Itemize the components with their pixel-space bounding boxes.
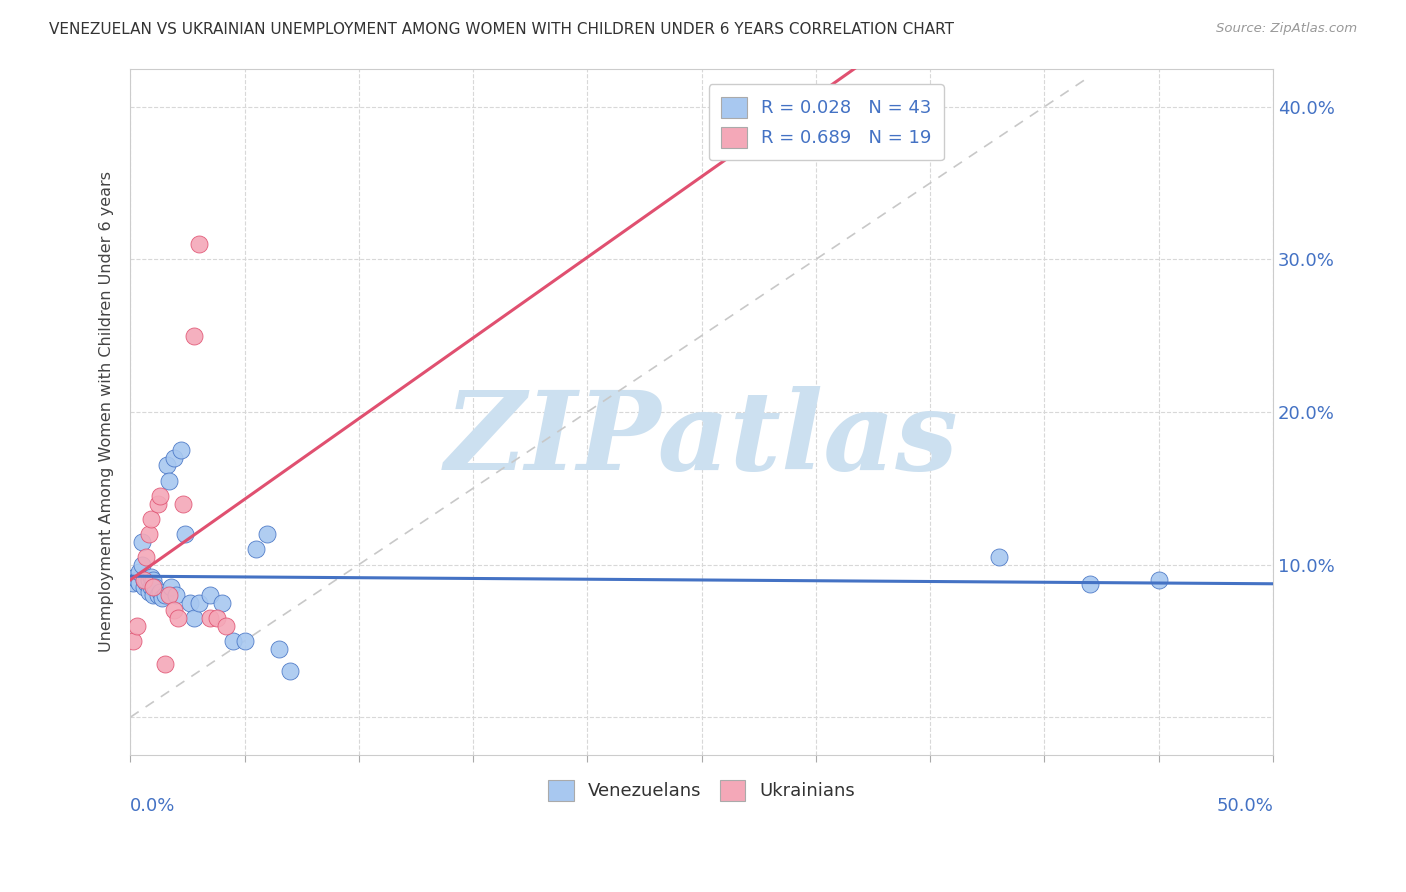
Point (165, 588, 187, 602)
Point (267, 641, 290, 656)
Point (256, 527, 278, 541)
Point (127, 618, 149, 632)
Point (132, 581, 155, 595)
Point (149, 585, 172, 599)
Point (200, 611, 222, 625)
Point (146, 588, 169, 602)
Point (200, 588, 222, 602)
Point (163, 603, 186, 617)
Point (135, 575, 157, 590)
Point (135, 549, 157, 564)
Point (131, 558, 153, 572)
Point (179, 596, 201, 610)
Text: 0.0%: 0.0% (131, 797, 176, 814)
Text: Source: ZipAtlas.com: Source: ZipAtlas.com (1216, 22, 1357, 36)
Point (211, 596, 233, 610)
Point (163, 450, 186, 465)
Text: ZIPatlas: ZIPatlas (444, 385, 959, 493)
Point (157, 588, 180, 602)
Point (156, 458, 179, 473)
Y-axis label: Unemployment Among Women with Children Under 6 years: Unemployment Among Women with Children U… (100, 171, 114, 652)
Point (121, 633, 143, 648)
Point (222, 633, 245, 648)
Point (124, 570, 146, 584)
Point (153, 588, 176, 602)
Point (987, 549, 1010, 564)
Point (139, 581, 162, 595)
Point (183, 611, 205, 625)
Point (142, 581, 165, 595)
Point (205, 611, 228, 625)
Point (167, 611, 190, 625)
Point (132, 573, 155, 587)
Point (174, 527, 197, 541)
Point (132, 573, 155, 587)
Point (169, 443, 191, 458)
Point (142, 588, 165, 602)
Point (150, 591, 173, 606)
Point (138, 573, 160, 587)
Point (131, 534, 153, 549)
Point (160, 581, 183, 595)
Point (146, 496, 169, 510)
Point (172, 496, 194, 510)
Point (153, 657, 176, 671)
Point (215, 618, 238, 632)
Point (139, 512, 162, 526)
Point (127, 573, 149, 587)
Legend: Venezuelans, Ukrainians: Venezuelans, Ukrainians (541, 772, 862, 808)
Point (138, 527, 160, 541)
Point (138, 585, 160, 599)
Point (187, 237, 209, 252)
Point (1147, 573, 1170, 587)
Text: VENEZUELAN VS UKRAINIAN UNEMPLOYMENT AMONG WOMEN WITH CHILDREN UNDER 6 YEARS COR: VENEZUELAN VS UKRAINIAN UNEMPLOYMENT AMO… (49, 22, 955, 37)
Point (135, 573, 157, 587)
Point (183, 328, 205, 343)
Point (121, 575, 143, 590)
Point (128, 575, 150, 590)
Point (139, 570, 162, 584)
Point (142, 573, 165, 587)
Point (187, 596, 209, 610)
Point (128, 565, 150, 579)
Point (149, 489, 172, 503)
Point (245, 542, 267, 557)
Point (278, 665, 301, 679)
Point (233, 633, 256, 648)
Text: 50.0%: 50.0% (1216, 797, 1272, 814)
Point (1078, 577, 1101, 591)
Point (157, 474, 180, 488)
Point (145, 581, 167, 595)
